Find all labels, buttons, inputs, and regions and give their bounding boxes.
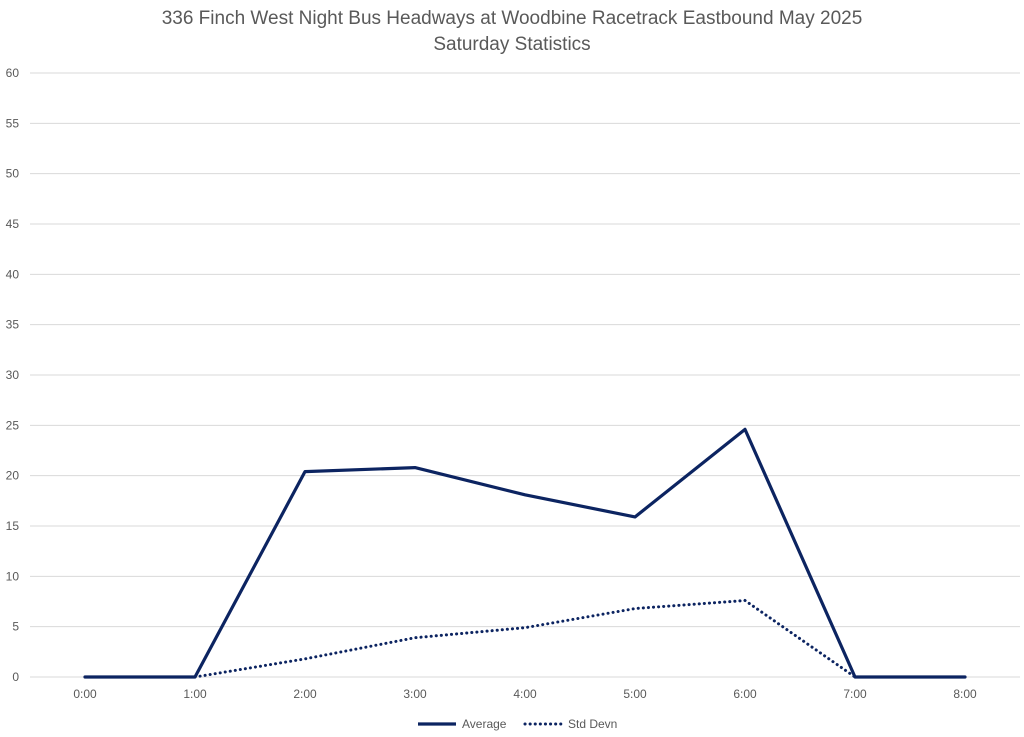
x-tick-label: 5:00 [623,687,647,701]
y-tick-label: 60 [6,66,20,80]
series-layer [83,427,967,679]
y-tick-label: 50 [6,167,20,181]
x-tick-label: 6:00 [733,687,757,701]
x-tick-label: 4:00 [513,687,537,701]
x-tick-label: 3:00 [403,687,427,701]
chart-title-line-2: Saturday Statistics [433,34,591,55]
y-tick-label: 0 [12,670,19,684]
y-tick-label: 35 [6,318,20,332]
x-tick-label: 1:00 [183,687,207,701]
legend-label: Std Devn [568,717,617,731]
series-line-average [83,427,967,679]
series-line-std-devn [193,598,857,679]
y-tick-label: 25 [6,418,20,432]
y-tick-label: 10 [6,569,20,583]
legend-label: Average [462,717,507,731]
x-tick-label: 7:00 [843,687,867,701]
y-tick-label: 15 [6,519,20,533]
y-axis-labels: 0 5 10 15 20 25 30 35 40 45 50 55 60 [6,66,20,684]
y-tick-label: 55 [6,116,20,130]
chart-title-line-1: 336 Finch West Night Bus Headways at Woo… [161,8,863,29]
x-tick-label: 2:00 [293,687,317,701]
y-tick-label: 40 [6,267,20,281]
x-tick-label: 8:00 [953,687,977,701]
grid-layer [30,72,1020,678]
chart-title: 336 Finch West Night Bus Headways at Woo… [0,6,1024,58]
y-tick-label: 20 [6,469,20,483]
y-tick-label: 5 [12,620,19,634]
y-tick-label: 45 [6,217,20,231]
x-tick-label: 0:00 [73,687,97,701]
y-tick-label: 30 [6,368,20,382]
x-axis-labels: 0:00 1:00 2:00 3:00 4:00 5:00 6:00 7:00 8:00 [73,687,977,701]
legend: Average Std Devn [418,717,617,731]
